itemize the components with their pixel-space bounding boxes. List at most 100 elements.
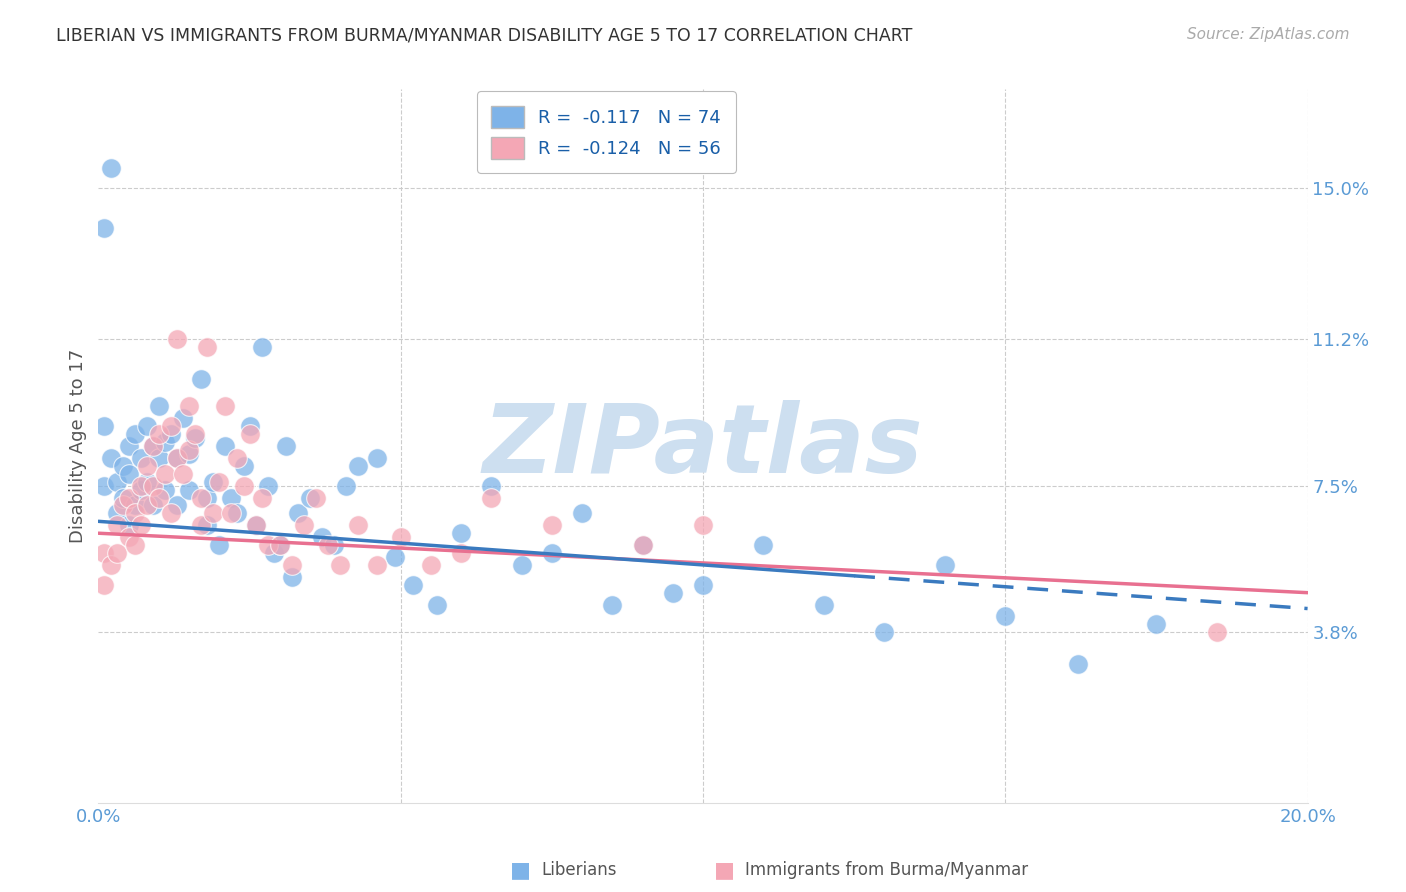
Point — [263, 546, 285, 560]
Point — [202, 507, 225, 521]
Point — [214, 400, 236, 414]
Point — [160, 419, 183, 434]
Point — [153, 483, 176, 497]
Point — [153, 435, 176, 450]
Point — [105, 507, 128, 521]
Legend: R =  -0.117   N = 74, R =  -0.124   N = 56: R = -0.117 N = 74, R = -0.124 N = 56 — [477, 91, 735, 173]
Point — [166, 499, 188, 513]
Point — [335, 478, 357, 492]
Point — [93, 578, 115, 592]
Point — [450, 526, 472, 541]
Point — [93, 419, 115, 434]
Point — [100, 161, 122, 176]
Point — [245, 518, 267, 533]
Point — [118, 439, 141, 453]
Point — [184, 431, 207, 445]
Point — [214, 439, 236, 453]
Point — [402, 578, 425, 592]
Point — [292, 518, 315, 533]
Point — [142, 439, 165, 453]
Text: ■: ■ — [510, 860, 530, 880]
Point — [256, 478, 278, 492]
Point — [281, 558, 304, 572]
Text: ZIPatlas: ZIPatlas — [482, 400, 924, 492]
Point — [226, 450, 249, 465]
Point — [692, 518, 714, 533]
Point — [281, 570, 304, 584]
Point — [172, 411, 194, 425]
Point — [1144, 617, 1167, 632]
Point — [287, 507, 309, 521]
Point — [221, 507, 243, 521]
Y-axis label: Disability Age 5 to 17: Disability Age 5 to 17 — [69, 349, 87, 543]
Point — [118, 530, 141, 544]
Point — [481, 478, 503, 492]
Point — [195, 518, 218, 533]
Point — [148, 450, 170, 465]
Point — [129, 483, 152, 497]
Point — [269, 538, 291, 552]
Point — [148, 491, 170, 505]
Point — [250, 340, 273, 354]
Point — [232, 458, 254, 473]
Point — [269, 538, 291, 552]
Point — [994, 609, 1017, 624]
Text: Immigrants from Burma/Myanmar: Immigrants from Burma/Myanmar — [745, 861, 1028, 879]
Point — [813, 598, 835, 612]
Point — [135, 419, 157, 434]
Point — [129, 518, 152, 533]
Point — [135, 475, 157, 489]
Point — [135, 499, 157, 513]
Point — [135, 458, 157, 473]
Point — [190, 371, 212, 385]
Point — [124, 507, 146, 521]
Point — [166, 450, 188, 465]
Point — [93, 546, 115, 560]
Point — [118, 491, 141, 505]
Point — [873, 625, 896, 640]
Point — [239, 419, 262, 434]
Point — [93, 478, 115, 492]
Point — [105, 546, 128, 560]
Point — [129, 478, 152, 492]
Point — [305, 491, 328, 505]
Point — [208, 538, 231, 552]
Point — [1206, 625, 1229, 640]
Point — [166, 450, 188, 465]
Point — [245, 518, 267, 533]
Point — [208, 475, 231, 489]
Point — [195, 491, 218, 505]
Point — [239, 427, 262, 442]
Point — [934, 558, 956, 572]
Point — [347, 458, 370, 473]
Point — [118, 518, 141, 533]
Point — [153, 467, 176, 481]
Text: Source: ZipAtlas.com: Source: ZipAtlas.com — [1187, 27, 1350, 42]
Point — [111, 458, 134, 473]
Text: Liberians: Liberians — [541, 861, 617, 879]
Point — [311, 530, 333, 544]
Point — [481, 491, 503, 505]
Point — [450, 546, 472, 560]
Point — [184, 427, 207, 442]
Point — [124, 427, 146, 442]
Point — [221, 491, 243, 505]
Point — [329, 558, 352, 572]
Point — [105, 475, 128, 489]
Point — [111, 491, 134, 505]
Point — [250, 491, 273, 505]
Point — [160, 427, 183, 442]
Point — [190, 491, 212, 505]
Point — [602, 598, 624, 612]
Point — [166, 332, 188, 346]
Point — [316, 538, 339, 552]
Point — [172, 467, 194, 481]
Point — [256, 538, 278, 552]
Point — [100, 558, 122, 572]
Point — [142, 499, 165, 513]
Point — [232, 478, 254, 492]
Point — [148, 400, 170, 414]
Point — [118, 467, 141, 481]
Point — [148, 427, 170, 442]
Point — [420, 558, 443, 572]
